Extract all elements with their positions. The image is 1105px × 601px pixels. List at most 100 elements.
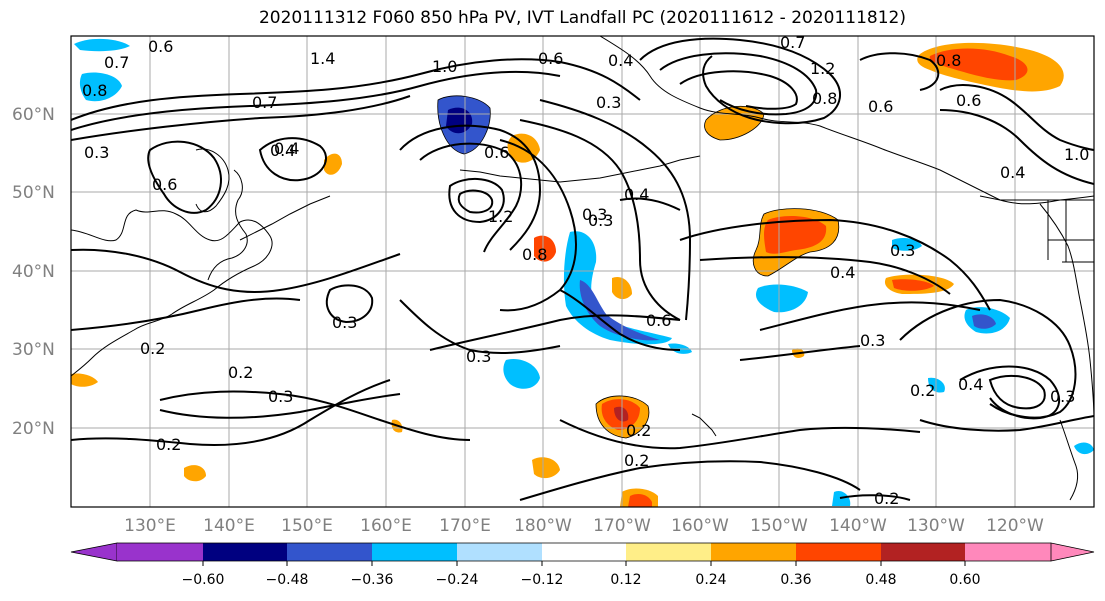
contour-label: 0.7 [780,33,805,52]
contour-label: 0.2 [874,489,899,508]
coastlines [71,36,1094,501]
coast-nw-america [1039,203,1094,421]
colorbar-segment [965,543,1051,561]
lat-label: 60°N [12,105,55,125]
shade-red-bottom [628,494,652,507]
shade-red-big [764,216,827,254]
pv-shading [71,38,1094,507]
contour-label: 1.2 [488,207,513,226]
contour-label: 1.0 [1064,145,1089,164]
shade-orange-small-2 [324,153,342,175]
colorbar-outline [117,542,1051,562]
lon-label: 170°E [439,516,491,536]
graticule [71,36,1094,507]
contour-label: 0.6 [646,311,671,330]
contour-label: 0.3 [596,93,621,112]
border-us-states [1047,200,1094,263]
colorbar-segment [70,542,118,562]
colorbar-ticks [202,561,966,566]
contour-label: 0.8 [522,245,547,264]
lon-label: 180°W [514,516,572,536]
shade-blue-south [503,358,540,389]
latitude-labels: 60°N 50°N 40°N 30°N 20°N [12,105,55,439]
shade-blue-mid [579,280,660,341]
contour-label: 0.4 [608,51,633,70]
contour-label: 0.8 [936,51,961,70]
colorbar-segment [626,543,711,561]
contour-label: 0.3 [332,313,357,332]
contour-label: 0.2 [624,451,649,470]
colorbar-segment [542,543,626,561]
coast-alaska [599,36,1094,205]
lon-label: 140°W [829,516,887,536]
contour-label: 0.7 [104,53,129,72]
contour-label: 1.0 [432,57,457,76]
colorbar-tick-label: −0.24 [436,572,479,588]
contour-label: 0.4 [624,185,649,204]
coast-baja [1059,419,1079,501]
colorbar-segment [711,543,796,561]
contour-label: 0.4 [830,263,855,282]
contour-label: 0.8 [82,81,107,100]
colorbar-tick-label: −0.12 [521,572,564,588]
contour-label: 0.3 [268,387,293,406]
contour-label: 1.4 [310,49,335,68]
contour-label: 0.4 [958,375,983,394]
contour-label: 0.2 [156,435,181,454]
shade-orange-mid [534,235,556,262]
contour-label: 0.7 [252,93,277,112]
shading-outlines [437,95,840,439]
contour-label: 0.3 [890,241,915,260]
contour-labels: 0.6 0.7 0.8 0.7 0.3 0.6 0.4 1.4 1.0 0.6 … [82,33,1089,508]
shade-red-east [892,279,934,291]
lon-label: 160°W [671,516,729,536]
colorbar-tick-label: −0.60 [182,572,225,588]
shade-blue-small-4 [1074,442,1094,455]
colorbar-segment [1050,542,1095,562]
contour-label: 0.3 [588,211,613,230]
lon-label: 130°E [124,516,176,536]
lon-label: 150°E [281,516,333,536]
lat-label: 20°N [12,419,55,439]
contour-label: 0.4 [1000,163,1025,182]
colorbar-tick-label: 0.60 [949,572,980,588]
shade-blue-small-1 [892,238,922,251]
contour-label: 0.3 [84,143,109,162]
contour-label: 1.2 [810,59,835,78]
contour-label: 0.2 [910,381,935,400]
contour-label: 0.3 [1050,387,1075,406]
contour-label: 0.6 [956,91,981,110]
contour-label: 0.3 [860,331,885,350]
contour-label: 0.6 [868,97,893,116]
longitude-labels: 130°E 140°E 150°E 160°E 170°E 180°W 170°… [124,516,1044,536]
map-title: 2020111312 F060 850 hPa PV, IVT Landfall… [258,8,906,28]
colorbar-segment [117,543,203,561]
lon-label: 120°W [986,516,1044,536]
contour-label: 0.6 [538,49,563,68]
contour-label: 0.3 [582,205,607,224]
colorbar-segment [881,543,965,561]
contour-label: 0.6 [152,175,177,194]
shade-blue-gulf [755,284,808,313]
coast-aleutian [459,155,701,183]
contour-label: 0.3 [466,347,491,366]
lat-label: 50°N [12,183,55,203]
colorbar-tick-label: −0.48 [266,572,309,588]
contour-label: 0.2 [228,363,253,382]
lon-label: 170°W [593,516,651,536]
shade-red-alaska [929,48,1028,81]
colorbar-segment [457,543,542,561]
shade-orange-sw [184,465,206,482]
colorbar-tick-label: 0.48 [865,572,896,588]
coast-japan [207,169,248,281]
shade-orange-w [71,373,98,387]
contour-label: 0.6 [148,37,173,56]
contour-label: 0.4 [274,139,299,158]
contour-label: 0.6 [484,143,509,162]
contour-lines [71,37,1094,501]
coast-hawaii [691,413,717,437]
shade-orange-south [532,457,560,479]
contour-label: 0.8 [812,89,837,108]
contour-label: 0.2 [626,421,651,440]
colorbar-segment [203,543,287,561]
